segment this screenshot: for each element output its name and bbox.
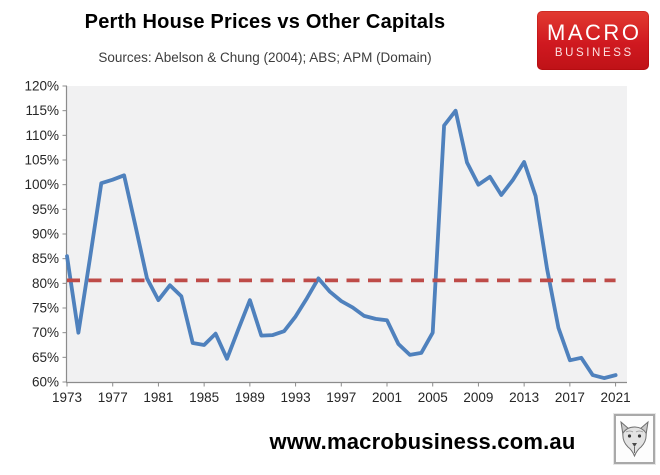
x-axis-label: 1997 [326,390,356,405]
perth-price-line-series [65,108,618,380]
chart-source-subtitle: Sources: Abelson & Chung (2004); ABS; AP… [98,50,432,65]
y-axis-label: 100% [24,177,59,192]
y-axis-label: 65% [32,350,59,365]
y-axis-label: 85% [32,251,59,266]
x-axis-label: 2005 [418,390,448,405]
y-axis-label: 60% [32,375,59,390]
macrobusiness-logo: MACRO BUSINESS [537,11,649,70]
y-axis-label: 105% [24,153,59,168]
x-axis-label: 2017 [555,390,585,405]
y-axis-label: 90% [32,227,59,242]
y-axis-label: 95% [32,202,59,217]
y-axis-label: 70% [32,325,59,340]
website-url: www.macrobusiness.com.au [269,429,576,454]
x-axis-label: 2009 [463,390,493,405]
x-axis-label: 1973 [52,390,82,405]
y-axis-label: 115% [25,103,59,118]
y-axis-label: 110% [25,128,59,143]
x-axis-label: 2021 [601,390,631,405]
x-axis-label: 1993 [281,390,311,405]
chart-title: Perth House Prices vs Other Capitals [84,11,446,33]
y-axis-label: 75% [32,301,59,316]
x-axis-label: 1989 [235,390,265,405]
x-axis-label: 2001 [372,390,402,405]
plot-area [67,86,627,382]
x-axis-label: 1977 [98,390,128,405]
wolf-head-logo-icon [613,413,656,465]
logo-line-business: BUSINESS [554,46,634,59]
x-axis-label: 1985 [189,390,219,405]
y-axis-label: 80% [32,276,59,291]
wolf-head-icon [620,420,649,458]
x-axis-label: 1981 [143,390,173,405]
x-axis-label: 2013 [509,390,539,405]
logo-line-macro: MACRO [547,19,642,45]
y-axis-label: 120% [24,79,59,94]
